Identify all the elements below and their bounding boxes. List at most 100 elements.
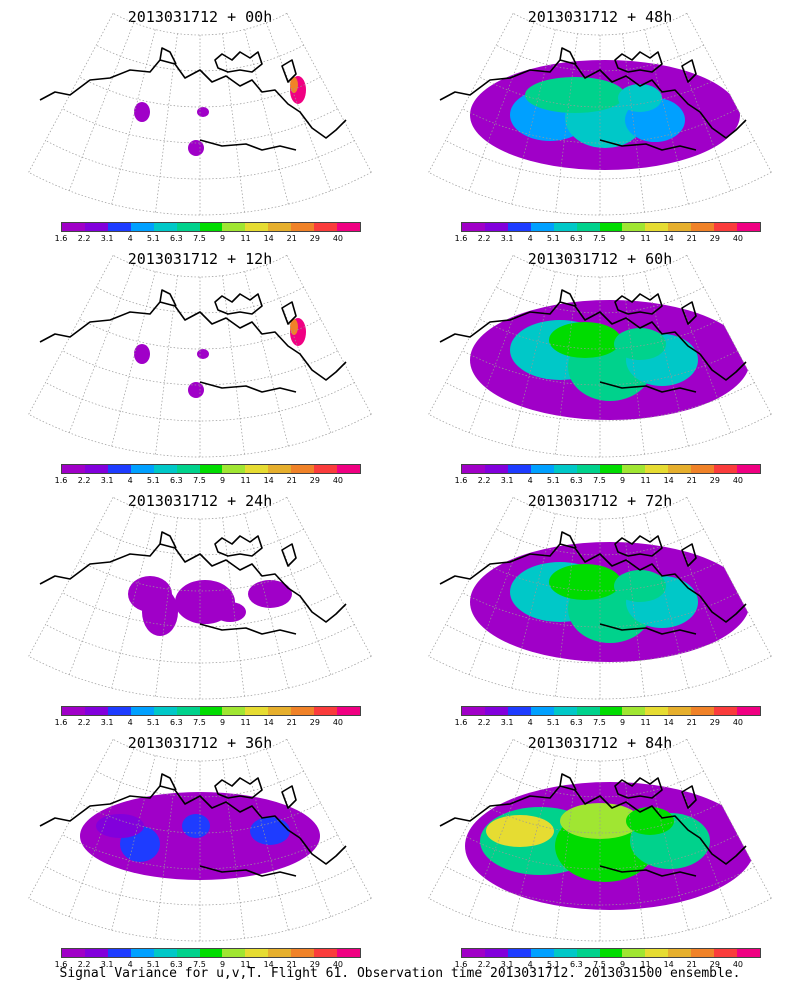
colorbar-tick-label: 11 [240,718,251,727]
colorbar-swatch [245,465,269,473]
colorbar-swatch [691,223,715,231]
colorbar-tick-label: 3.1 [100,718,114,727]
colorbar-tick-label: 7.5 [193,476,206,485]
colorbar-tick-label: 3.1 [500,718,514,727]
map-panel: 2013031712 + 24h 1.6 2.2 3.1 4 5.1 6.3 7.5 9 11 14… [0,484,400,727]
colorbar-swatch [62,707,85,715]
graticule [28,13,372,216]
colorbar-tick-label: 4 [527,476,533,485]
colorbar-swatch [553,949,577,957]
colorbar-tick-label: 5.1 [146,960,160,969]
colorbar-tick-label: 4 [127,476,133,485]
colorbar-tick-label: 9 [619,718,626,727]
colorbar-tick-label: 29 [309,718,320,727]
colorbar-swatch [714,949,738,957]
colorbar-tick-label: 40 [732,476,744,485]
colorbar-swatch [314,949,338,957]
colorbar-tick-label: 2.2 [477,960,491,969]
colorbar-swatch [130,707,154,715]
graticule [28,739,372,942]
colorbar-swatch [268,465,292,473]
colorbar-tick-label: 9 [619,234,626,243]
colorbar-swatch [737,707,760,715]
colorbar-tick-label: 4 [127,234,133,243]
colorbar-tick-label: 6.3 [170,718,183,727]
colorbar-tick-label: 21 [286,476,297,485]
colorbar-swatch [622,949,646,957]
coastline [439,47,747,151]
figure-caption: Signal Variance for u,v,T. Flight 61. Ob… [59,966,741,981]
colorbar-tick-label: 14 [663,960,674,969]
colorbar-tick-label: 29 [709,960,720,969]
variance-contour [614,570,666,602]
variance-contour [618,84,662,112]
colorbar-tick-label: 1.6 [54,960,68,969]
colorbar-tick-label: 1.6 [454,234,468,243]
variance-field [134,318,306,398]
colorbar-swatch [691,707,715,715]
colorbar-swatch [507,949,531,957]
colorbar-tick-label: 5.1 [546,234,560,243]
variance-contour [626,807,674,835]
map-svg [28,13,372,216]
colorbar-swatch [291,223,315,231]
colorbar-swatch [484,465,508,473]
colorbar-swatch [337,707,360,715]
colorbar-tick-label: 2.2 [477,718,491,727]
colorbar-tick-label: 14 [263,234,274,243]
colorbar-tick-label: 7.5 [193,960,206,969]
map-svg [28,255,372,458]
map-panel: 2013031712 + 72h 1.6 2.2 3.1 4 5.1 6.3 7.5 9 11 14… [400,484,800,727]
variance-contour [182,814,210,838]
variance-field [134,76,306,156]
colorbar-tick-label: 1.6 [454,476,468,485]
colorbar-swatch [599,949,623,957]
colorbar-tick-label: 2.2 [77,234,91,243]
variance-contour [197,107,209,117]
colorbar-swatch [530,465,554,473]
colorbar-swatch [622,465,646,473]
colorbar-swatch [337,465,360,473]
colorbar-swatch [199,223,223,231]
colorbar-swatch [462,949,485,957]
colorbar-tick-label: 7.5 [593,234,606,243]
colorbar-swatch [691,465,715,473]
colorbar-tick-label: 9 [619,960,626,969]
colorbar-swatch [199,949,223,957]
colorbar-swatch [153,707,177,715]
coastline [439,773,747,877]
variance-contour [248,580,292,608]
colorbar-tick-label: 1.6 [54,718,68,727]
colorbar-tick-label: 29 [709,718,720,727]
colorbar [461,706,761,716]
colorbar-swatch [222,223,246,231]
colorbar-tick-label: 40 [332,960,344,969]
colorbar-labels: 1.6 2.2 3.1 4 5.1 6.3 7.5 9 11 14 21 29 40 [455,476,761,486]
map-panel: 2013031712 + 36h 1.6 2.2 3.1 4 5.1 6.3 7.5 9 11 14… [0,726,400,969]
colorbar-tick-label: 6.3 [170,960,183,969]
colorbar-labels: 1.6 2.2 3.1 4 5.1 6.3 7.5 9 11 14 21 29 40 [55,960,361,970]
colorbar-tick-label: 1.6 [454,718,468,727]
colorbar-swatch [530,223,554,231]
colorbar-swatch [314,223,338,231]
colorbar-tick-label: 5.1 [146,234,160,243]
colorbar-swatch [268,223,292,231]
variance-contour [214,602,246,622]
colorbar-tick-label: 29 [309,234,320,243]
colorbar-tick-label: 9 [219,960,226,969]
coastline [39,773,347,877]
colorbar-swatch [291,465,315,473]
map-svg [428,13,772,216]
colorbar-tick-label: 6.3 [570,960,583,969]
colorbar-swatch [462,465,485,473]
colorbar-swatch [645,949,669,957]
colorbar-tick-label: 40 [332,718,344,727]
graticule [428,497,772,700]
colorbar-swatch [507,465,531,473]
colorbar-swatch [84,949,108,957]
colorbar-swatch [484,949,508,957]
panel-title: 2013031712 + 60h [527,250,673,268]
map-panel: 2013031712 + 60h 1.6 2.2 3.1 4 5.1 6.3 7.5 9 11 14… [400,242,800,485]
colorbar-tick-label: 14 [663,718,674,727]
colorbar-tick-label: 4 [527,234,533,243]
